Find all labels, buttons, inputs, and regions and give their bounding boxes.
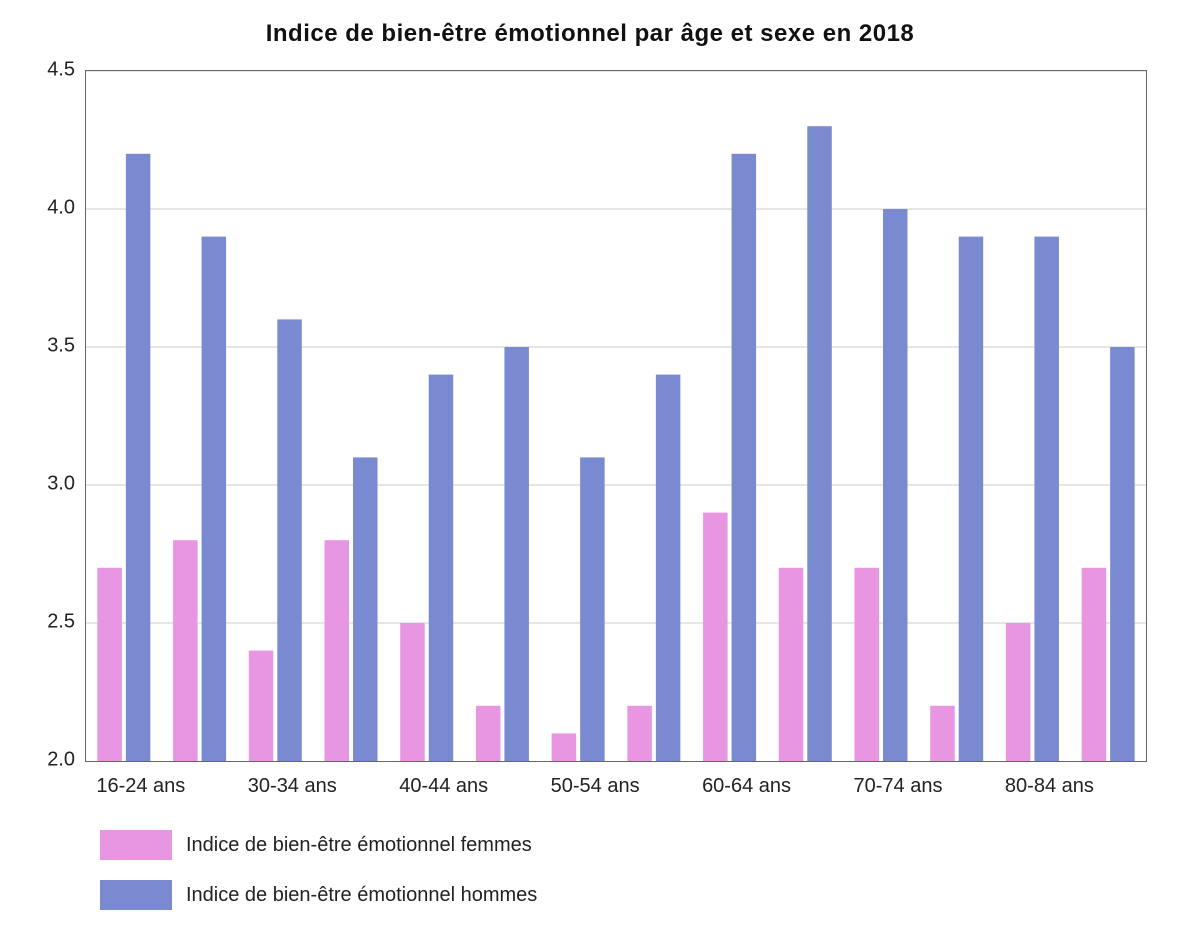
plot-area [85, 70, 1147, 762]
bar-femmes [97, 568, 122, 761]
bar-hommes [807, 126, 832, 761]
x-tick-label: 80-84 ans [1005, 775, 1094, 797]
bar-hommes [277, 319, 302, 761]
chart-title: Indice de bien-être émotionnel par âge e… [0, 0, 1180, 48]
x-tick-label: 50-54 ans [551, 775, 640, 797]
y-tick-label: 3.0 [47, 472, 75, 494]
legend-swatch [100, 880, 172, 910]
bar-femmes [1006, 623, 1031, 761]
y-tick-label: 4.5 [47, 58, 75, 80]
x-tick-label: 40-44 ans [399, 775, 488, 797]
legend: Indice de bien-être émotionnel femmes Ind… [100, 830, 537, 930]
x-tick-label: 70-74 ans [854, 775, 943, 797]
bar-hommes [126, 154, 151, 761]
x-tick-label: 16-24 ans [96, 775, 185, 797]
bar-femmes [779, 568, 804, 761]
legend-label: Indice de bien-être émotionnel femmes [186, 834, 532, 857]
bar-femmes [400, 623, 425, 761]
bar-femmes [627, 706, 652, 761]
bar-hommes [1110, 347, 1135, 761]
bar-femmes [930, 706, 955, 761]
bar-hommes [202, 237, 227, 761]
gridlines [86, 71, 1146, 623]
legend-label: Indice de bien-être émotionnel hommes [186, 884, 537, 907]
bar-hommes [656, 375, 681, 761]
bar-femmes [249, 651, 273, 761]
bar-femmes [703, 513, 728, 761]
bar-femmes [1082, 568, 1107, 761]
y-tick-label: 4.0 [47, 196, 75, 218]
bar-femmes [552, 733, 577, 761]
chart-container: Indice de bien-être émotionnel par âge e… [0, 0, 1180, 946]
bar-hommes [1034, 237, 1059, 761]
legend-swatch [100, 830, 172, 860]
bar-hommes [504, 347, 529, 761]
bar-hommes [959, 237, 984, 761]
bar-hommes [883, 209, 908, 761]
bar-femmes [855, 568, 880, 761]
y-tick-label: 3.5 [47, 334, 75, 356]
bar-femmes [476, 706, 501, 761]
bar-hommes [429, 375, 454, 761]
y-tick-label: 2.0 [47, 748, 75, 770]
bars [97, 126, 1134, 761]
bar-hommes [732, 154, 757, 761]
x-tick-label: 60-64 ans [702, 775, 791, 797]
legend-item-femmes: Indice de bien-être émotionnel femmes [100, 830, 537, 860]
y-tick-label: 2.5 [47, 610, 75, 632]
x-tick-label: 30-34 ans [248, 775, 337, 797]
x-axis-labels: 16-24 ans 30-34 ans 40-44 ans 50-54 ans 60-6… [85, 760, 1145, 820]
bar-hommes [353, 457, 378, 761]
y-axis-labels: 2.02.53.03.54.04.5 [0, 70, 85, 760]
legend-item-hommes: Indice de bien-être émotionnel hommes [100, 880, 537, 910]
bar-femmes [325, 540, 350, 761]
bar-hommes [580, 457, 605, 761]
bar-femmes [173, 540, 198, 761]
